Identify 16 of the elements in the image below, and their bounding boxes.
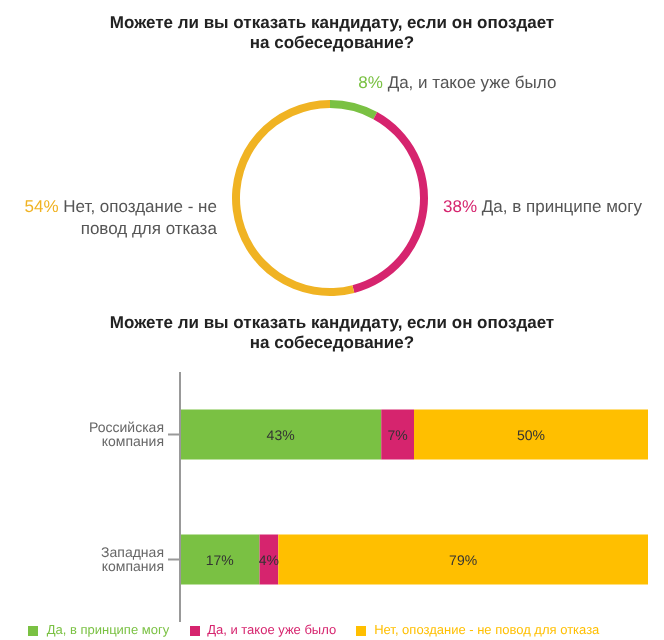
- donut-slice: [232, 100, 355, 296]
- donut-slice: [352, 112, 428, 293]
- bar: [278, 534, 648, 585]
- chart-title: Можете ли вы отказать кандидату, если он опоздает на собеседование?: [107, 310, 557, 352]
- bar: [414, 409, 648, 460]
- slice-label: Да, в принципе могу: [481, 196, 643, 217]
- bar: [180, 409, 382, 460]
- slice-label: Да, и такое уже было: [387, 71, 557, 92]
- bar: [381, 409, 414, 460]
- bar: [180, 534, 260, 585]
- data-label: 54%: [24, 196, 64, 217]
- data-label: 8%: [358, 71, 388, 92]
- donut-slice: [330, 100, 378, 120]
- data-label: 38%: [443, 196, 482, 217]
- slice-label: Нет, опоздание - не повод для отказа: [63, 196, 218, 239]
- chart-title: Можете ли вы отказать кандидату, если он опоздает на собеседование?: [107, 10, 557, 52]
